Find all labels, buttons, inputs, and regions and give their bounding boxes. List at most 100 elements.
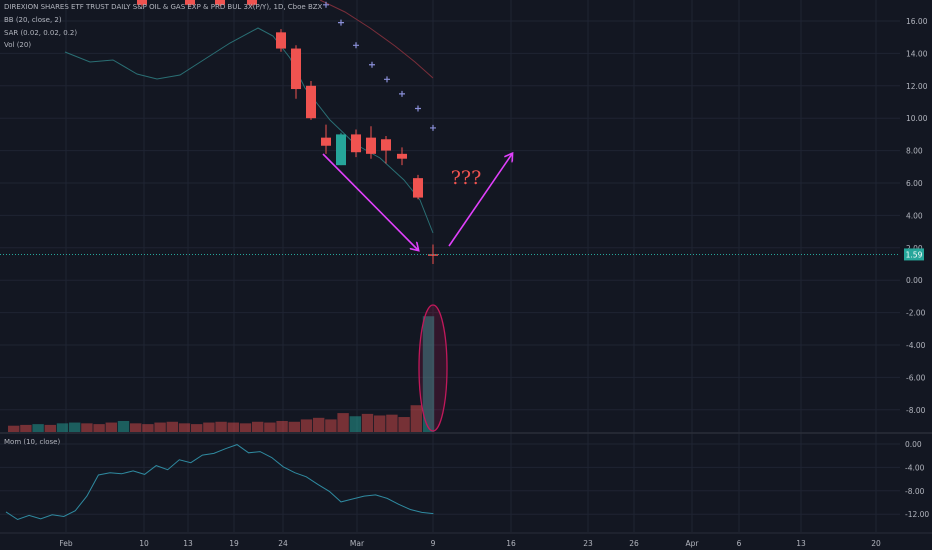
- legend-bb: BB (20, close, 2): [4, 16, 62, 24]
- price-badge: [904, 248, 924, 261]
- y-tick-label: -4.00: [906, 341, 926, 350]
- legend-mom: Mom (10, close): [4, 438, 61, 446]
- y-tick-label: 4.00: [906, 211, 923, 220]
- mom-y-tick-label: -8.00: [905, 487, 925, 496]
- x-tick-label: Mar: [350, 539, 365, 548]
- y-tick-label: 14.00: [906, 49, 928, 58]
- candle-body: [185, 0, 195, 5]
- candle-body: [381, 139, 391, 151]
- volume-bar: [142, 424, 154, 432]
- sar-marker: [338, 19, 344, 26]
- momentum-line: [5, 444, 434, 521]
- sar-marker: [323, 1, 329, 8]
- x-tick-label: 16: [506, 539, 516, 548]
- x-tick-label: 13: [183, 539, 193, 548]
- y-tick-label: 16.00: [906, 17, 928, 26]
- volume-bar: [191, 424, 203, 432]
- x-tick-label: 19: [229, 539, 239, 548]
- volume-bar: [227, 422, 239, 432]
- volume-bar: [56, 423, 69, 432]
- bb-upper-line: [319, 0, 434, 79]
- bb-middle-line: [64, 27, 434, 234]
- volume-bar: [386, 414, 398, 432]
- y-tick-label: 8.00: [906, 147, 923, 156]
- y-tick-label: 0.00: [906, 276, 923, 285]
- sar-marker: [353, 42, 359, 49]
- question-annotation: ???: [451, 167, 482, 189]
- x-tick-label: 23: [583, 539, 593, 548]
- sar-marker: [415, 105, 421, 112]
- volume-bar: [264, 422, 276, 432]
- price-badge-label: 1.59: [906, 250, 923, 259]
- x-tick-label: 24: [278, 539, 288, 548]
- x-tick-label: 10: [139, 539, 149, 548]
- candle-body: [413, 178, 423, 198]
- volume-bar: [154, 422, 166, 432]
- volume-bar: [203, 422, 215, 432]
- up-arrow: [448, 154, 512, 247]
- x-tick-label: Apr: [686, 539, 700, 548]
- volume-bar: [422, 316, 435, 432]
- x-tick-label: Feb: [59, 539, 73, 548]
- y-tick-label: 6.00: [906, 179, 923, 188]
- mom-y-tick-label: 0.00: [905, 440, 922, 449]
- volume-bar: [410, 405, 422, 432]
- volume-bar: [32, 424, 44, 432]
- candle-body: [321, 137, 331, 146]
- x-tick-label: 26: [629, 539, 639, 548]
- volume-bar: [69, 422, 81, 432]
- y-tick-label: 2.00: [906, 244, 923, 253]
- candle-body: [291, 48, 301, 90]
- mom-y-tick-label: -4.00: [905, 463, 925, 472]
- candle-body: [137, 0, 147, 5]
- volume-bar: [252, 421, 264, 432]
- sar-marker: [384, 76, 390, 83]
- x-tick-label: 6: [737, 539, 742, 548]
- sar-marker: [369, 61, 375, 68]
- volume-bar: [239, 423, 252, 432]
- volume-bar: [166, 421, 178, 432]
- y-tick-label: 12.00: [906, 82, 928, 91]
- volume-bar: [8, 425, 20, 432]
- volume-bar: [398, 417, 410, 432]
- volume-bar: [349, 416, 361, 432]
- y-tick-label: -2.00: [906, 309, 926, 318]
- volume-bar: [117, 420, 130, 432]
- volume-bar: [81, 423, 93, 432]
- volume-bar: [130, 423, 142, 432]
- volume-bar: [361, 413, 374, 432]
- volume-bar: [105, 422, 117, 432]
- candle-body: [428, 254, 438, 256]
- volume-bar: [215, 421, 227, 432]
- volume-bar: [300, 419, 313, 432]
- volume-bar: [20, 424, 32, 432]
- candle-body: [366, 137, 376, 154]
- volume-bar: [276, 420, 288, 432]
- candle-body: [247, 0, 257, 5]
- candle-body: [397, 153, 407, 159]
- candle-body: [215, 0, 225, 5]
- legend-title: DIREXION SHARES ETF TRUST DAILY S&P OIL …: [4, 3, 323, 11]
- volume-bar: [325, 419, 337, 432]
- sar-marker: [399, 90, 405, 97]
- volume-bar: [313, 417, 325, 432]
- volume-bar: [93, 424, 105, 432]
- y-tick-label: -8.00: [906, 406, 926, 415]
- candle-body: [276, 32, 286, 49]
- x-tick-label: 13: [796, 539, 806, 548]
- down-arrow: [322, 153, 418, 250]
- volume-highlight-ellipse: [418, 304, 448, 432]
- x-tick-label: 9: [431, 539, 436, 548]
- mom-y-tick-label: -12.00: [905, 510, 929, 519]
- legend-sar: SAR (0.02, 0.02, 0.2): [4, 29, 78, 37]
- volume-bar: [288, 421, 300, 432]
- x-tick-label: 20: [871, 539, 881, 548]
- candle-body: [351, 134, 361, 153]
- y-tick-label: -6.00: [906, 373, 926, 382]
- volume-bar: [44, 424, 56, 432]
- volume-bar: [178, 423, 191, 432]
- candle-body: [306, 85, 316, 119]
